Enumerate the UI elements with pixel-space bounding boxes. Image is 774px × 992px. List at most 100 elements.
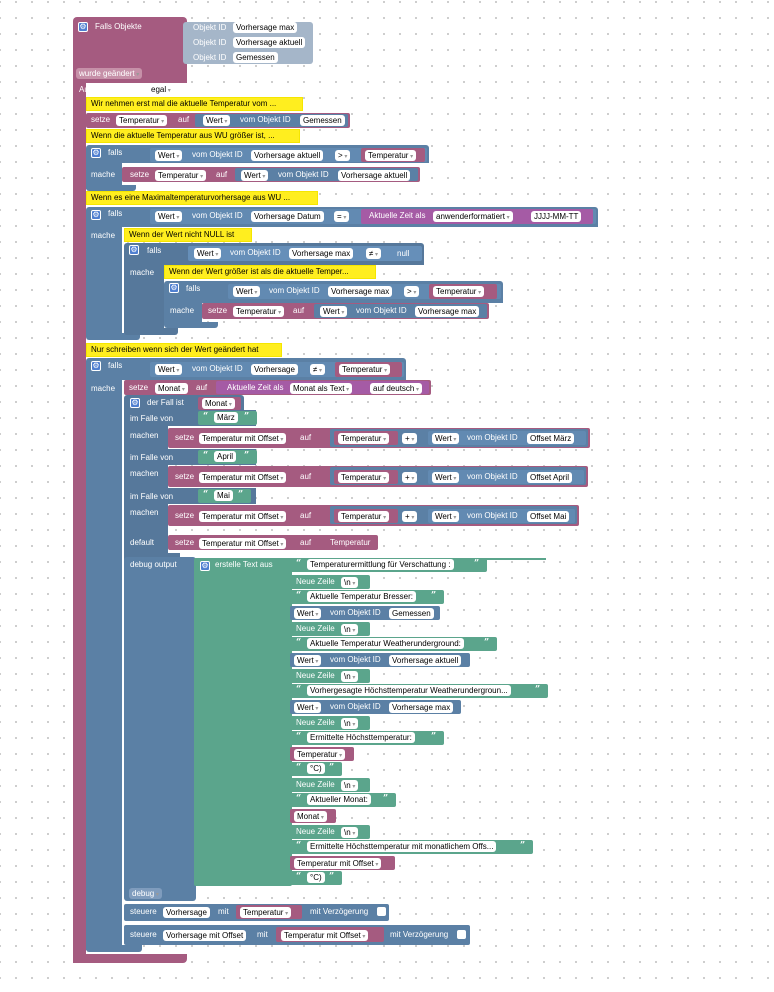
value-dropdown[interactable]: Wert xyxy=(241,170,269,181)
var-dropdown[interactable]: Temperatur mit Offset xyxy=(199,472,287,483)
language-dropdown[interactable]: auf deutsch xyxy=(370,383,423,394)
comment-block[interactable]: Wenn der Wert größer ist als die aktuell… xyxy=(164,265,376,279)
value-dropdown[interactable]: Wert xyxy=(155,211,183,222)
var-dropdown[interactable]: Temperatur xyxy=(294,749,346,760)
operator-dropdown[interactable]: > xyxy=(404,286,420,297)
var-dropdown[interactable]: Temperatur xyxy=(155,170,207,181)
obj-field[interactable]: Gemessen xyxy=(300,115,345,126)
var-value[interactable]: Temperatur xyxy=(330,538,371,547)
text-field[interactable]: Ermittelte Höchsttemperatur: xyxy=(307,732,415,743)
obj-field[interactable]: Vorhersage aktuell xyxy=(338,170,411,181)
value-dropdown[interactable]: Wert xyxy=(294,608,322,619)
var-dropdown[interactable]: Monat xyxy=(294,811,327,822)
trigger-obj-field[interactable]: Vorhersage aktuell xyxy=(233,37,306,48)
value-dropdown[interactable]: Wert xyxy=(432,472,460,483)
debug-level-dropdown[interactable]: debug xyxy=(129,888,162,899)
null-literal[interactable]: null xyxy=(397,249,410,258)
gear-icon[interactable]: ⚙ xyxy=(91,210,101,220)
text-field[interactable]: Aktueller Monat: xyxy=(307,794,371,805)
date-format-field[interactable]: JJJJ-MM-TT xyxy=(531,211,582,222)
gear-icon[interactable]: ⚙ xyxy=(200,561,210,571)
var-dropdown[interactable]: Monat xyxy=(202,398,235,409)
obj-field[interactable]: Vorhersage mit Offset xyxy=(163,930,247,941)
value-dropdown[interactable]: Wert xyxy=(432,511,460,522)
comment-block[interactable]: Nur schreiben wenn sich der Wert geänder… xyxy=(86,343,282,357)
value-dropdown[interactable]: Wert xyxy=(294,702,322,713)
var-dropdown[interactable]: Temperatur xyxy=(116,115,168,126)
var-dropdown[interactable]: Temperatur xyxy=(433,286,485,297)
obj-field[interactable]: Vorhersage max xyxy=(328,286,393,297)
get-variable-block[interactable] xyxy=(323,536,375,549)
var-dropdown[interactable]: Temperatur xyxy=(338,511,390,522)
text-field[interactable]: Mai xyxy=(214,490,233,501)
value-dropdown[interactable]: Wert xyxy=(294,655,322,666)
value-dropdown[interactable]: Wert xyxy=(432,433,460,444)
newline-dropdown[interactable]: \n xyxy=(341,780,359,791)
comment-block[interactable]: Wenn die aktuelle Temperatur aus WU größ… xyxy=(86,129,300,143)
month-format-dropdown[interactable]: Monat als Text xyxy=(290,383,353,394)
text-field[interactable]: Ermittelte Höchsttemperatur mit monatlic… xyxy=(307,841,497,852)
operator-dropdown[interactable]: ≠ xyxy=(366,248,382,259)
gear-icon[interactable]: ⚙ xyxy=(91,361,101,371)
delay-checkbox[interactable] xyxy=(377,907,386,916)
value-dropdown[interactable]: Wert xyxy=(320,306,348,317)
comment-block[interactable]: Wenn es eine Maximaltemperaturvorhersage… xyxy=(86,191,318,205)
operator-dropdown[interactable]: + xyxy=(402,472,418,483)
value-dropdown[interactable]: Wert xyxy=(203,115,231,126)
trigger-obj-field[interactable]: Vorhersage max xyxy=(233,22,298,33)
text-field[interactable]: °C) xyxy=(307,763,325,774)
obj-field[interactable]: Offset Mai xyxy=(527,511,570,522)
text-field[interactable]: März xyxy=(214,412,238,423)
var-dropdown[interactable]: Temperatur xyxy=(365,150,417,161)
var-dropdown[interactable]: Temperatur xyxy=(338,472,390,483)
operator-dropdown[interactable]: + xyxy=(402,433,418,444)
var-dropdown[interactable]: Temperatur xyxy=(240,907,292,918)
operator-dropdown[interactable]: ≠ xyxy=(310,364,326,375)
newline-dropdown[interactable]: \n xyxy=(341,718,359,729)
var-dropdown[interactable]: Monat xyxy=(155,383,188,394)
trigger-obj-field[interactable]: Gemessen xyxy=(233,52,278,63)
comment-block[interactable]: Wenn der Wert nicht NULL ist xyxy=(124,228,252,242)
var-dropdown[interactable]: Temperatur xyxy=(338,433,390,444)
obj-field[interactable]: Vorhersage Datum xyxy=(251,211,324,222)
triggered-by-dropdown[interactable]: egal xyxy=(148,84,174,95)
newline-dropdown[interactable]: \n xyxy=(341,671,359,682)
obj-field[interactable]: Vorhersage max xyxy=(389,702,454,713)
text-field[interactable]: Aktuelle Temperatur Weatherunderground: xyxy=(307,638,464,649)
gear-icon[interactable]: ⚙ xyxy=(78,22,88,32)
gear-icon[interactable]: ⚙ xyxy=(169,283,179,293)
obj-field[interactable]: Vorhersage max xyxy=(289,248,354,259)
obj-field[interactable]: Vorhersage aktuell xyxy=(389,655,462,666)
operator-dropdown[interactable]: > xyxy=(335,150,351,161)
var-dropdown[interactable]: Temperatur xyxy=(339,364,391,375)
newline-dropdown[interactable]: \n xyxy=(341,577,359,588)
gear-icon[interactable]: ⚙ xyxy=(91,148,101,158)
text-field[interactable]: Temperaturermittlung für Verschattung : xyxy=(307,559,454,570)
operator-dropdown[interactable]: + xyxy=(402,511,418,522)
var-dropdown[interactable]: Temperatur mit Offset xyxy=(281,930,369,941)
obj-field[interactable]: Offset April xyxy=(527,472,572,483)
operator-dropdown[interactable]: = xyxy=(334,211,350,222)
delay-checkbox[interactable] xyxy=(457,930,466,939)
var-dropdown[interactable]: Temperatur mit Offset xyxy=(199,538,287,549)
value-dropdown[interactable]: Wert xyxy=(194,248,222,259)
value-dropdown[interactable]: Wert xyxy=(233,286,261,297)
gear-icon[interactable]: ⚙ xyxy=(130,398,140,408)
var-dropdown[interactable]: Temperatur mit Offset xyxy=(294,858,382,869)
value-dropdown[interactable]: Wert xyxy=(155,150,183,161)
var-dropdown[interactable]: Temperatur mit Offset xyxy=(199,433,287,444)
obj-field[interactable]: Vorhersage xyxy=(251,364,298,375)
obj-field[interactable]: Vorhersage max xyxy=(415,306,480,317)
comment-block[interactable]: Wir nehmen erst mal die aktuelle Tempera… xyxy=(86,97,303,111)
value-dropdown[interactable]: Wert xyxy=(155,364,183,375)
format-dropdown[interactable]: anwenderformatiert xyxy=(433,211,513,222)
text-field[interactable]: Vorhergesagte Höchsttemperatur Weatherun… xyxy=(307,685,511,696)
text-field[interactable]: Aktuelle Temperatur Bresser: xyxy=(307,591,417,602)
text-join-block[interactable] xyxy=(194,558,292,886)
changed-dropdown[interactable]: wurde geändert xyxy=(76,68,143,79)
obj-field[interactable]: Vorhersage xyxy=(163,907,210,918)
var-dropdown[interactable]: Temperatur mit Offset xyxy=(199,511,287,522)
text-field[interactable]: °C) xyxy=(307,872,325,883)
text-field[interactable]: April xyxy=(214,451,237,462)
debug-block[interactable] xyxy=(124,557,196,901)
